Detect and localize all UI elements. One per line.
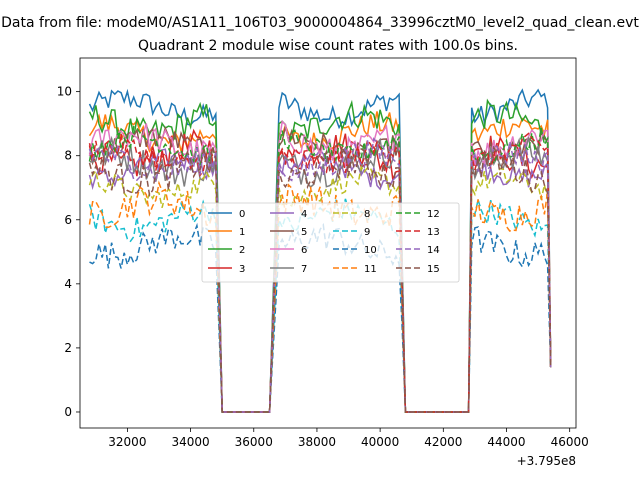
series-line-0 (88, 88, 552, 413)
legend-label-10: 10 (364, 245, 377, 256)
legend-label-7: 7 (301, 264, 307, 275)
x-tick-label: 38000 (298, 435, 336, 449)
series-line-15 (88, 145, 552, 413)
y-tick-label: 0 (64, 405, 72, 419)
series-line-11 (88, 180, 552, 413)
legend-label-1: 1 (239, 227, 245, 238)
axes: 32000 34000 36000 38000 40000 42000 44000 46000… (57, 85, 589, 449)
chart-suptitle: Data from file: modeM0/AS1A11_106T03_900… (1, 15, 639, 31)
y-tick-label: 6 (64, 213, 72, 227)
x-offset-label: +3.795e8 (517, 454, 576, 468)
x-tick-label: 46000 (551, 435, 589, 449)
series-line-6 (88, 119, 552, 413)
legend-label-11: 11 (364, 264, 377, 275)
plot-area-frame (79, 57, 577, 429)
series-line-12 (88, 125, 552, 413)
y-tick-label: 8 (64, 149, 72, 163)
chart-title: Quadrant 2 module wise count rates with … (138, 38, 518, 54)
x-tick-label: 40000 (361, 435, 399, 449)
series-layer (88, 88, 552, 413)
y-tick-label: 10 (57, 85, 72, 99)
legend-label-2: 2 (239, 245, 245, 256)
legend-label-14: 14 (427, 245, 440, 256)
series-line-5 (88, 125, 552, 413)
legend-label-15: 15 (427, 264, 440, 275)
x-tick-label: 44000 (487, 435, 525, 449)
x-tick-label: 32000 (108, 435, 146, 449)
legend-label-0: 0 (239, 209, 245, 220)
x-tick-label: 36000 (235, 435, 273, 449)
x-tick-label: 34000 (171, 435, 209, 449)
legend-label-13: 13 (427, 227, 440, 238)
legend-label-6: 6 (301, 245, 307, 256)
series-line-13 (88, 132, 552, 413)
x-tick-label: 42000 (424, 435, 462, 449)
series-line-8 (88, 165, 552, 413)
legend-label-12: 12 (427, 209, 440, 220)
legend-label-9: 9 (364, 227, 370, 238)
legend-label-3: 3 (239, 264, 245, 275)
legend-label-4: 4 (301, 209, 307, 220)
series-line-14 (88, 137, 552, 413)
legend-label-8: 8 (364, 209, 370, 220)
legend-label-5: 5 (301, 227, 307, 238)
y-tick-label: 2 (64, 341, 72, 355)
series-line-2 (88, 98, 552, 413)
legend-frame (201, 202, 460, 283)
y-tick-label: 4 (64, 277, 72, 291)
